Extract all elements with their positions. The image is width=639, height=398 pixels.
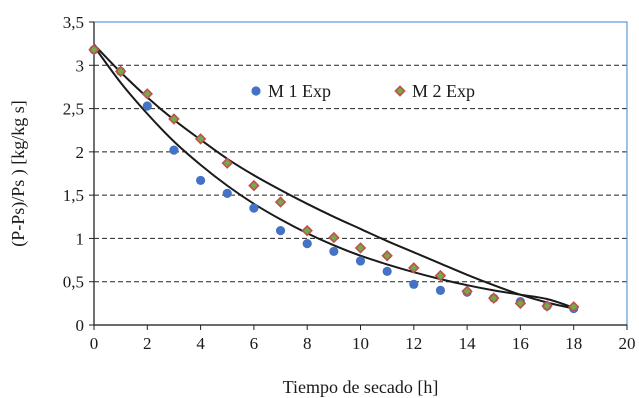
fit-curve-1 (93, 45, 575, 309)
x-tick-label: 0 (90, 334, 99, 353)
x-tick-label: 6 (250, 334, 259, 353)
x-tick-label: 12 (405, 334, 422, 353)
data-point-series-2 (88, 43, 100, 56)
legend-marker-2 (394, 85, 406, 97)
y-tick-label: 1,5 (63, 186, 84, 205)
data-point-series-2 (168, 113, 180, 125)
x-tick-label: 10 (352, 334, 369, 353)
data-point-series-2 (488, 292, 500, 304)
x-tick-label: 16 (512, 334, 529, 353)
legend-label-2: M 2 Exp (412, 81, 475, 101)
data-point-series-2 (274, 196, 287, 208)
data-point-series-1 (435, 285, 446, 295)
data-point-series-2 (354, 242, 367, 254)
data-point-series-2 (408, 262, 420, 274)
plot-area-border (93, 21, 628, 326)
y-axis-title: (P-Ps)/Ps ) [kg/kg s] (8, 100, 29, 247)
y-tick-label: 3,5 (63, 13, 84, 32)
y-tick-label: 0 (76, 316, 85, 335)
data-point-series-1 (409, 279, 419, 289)
y-tick-label: 1 (76, 229, 85, 248)
data-point-series-1 (275, 226, 286, 236)
data-point-series-2 (248, 179, 260, 192)
x-axis-title: Tiempo de secado [h] (283, 377, 439, 397)
data-point-series-2 (381, 250, 393, 262)
data-point-series-2 (567, 301, 580, 313)
x-tick-label: 8 (303, 334, 312, 353)
data-point-series-1 (222, 188, 232, 199)
data-point-series-2 (328, 231, 340, 244)
y-tick-label: 2,5 (63, 100, 84, 119)
data-point-series-1 (169, 145, 179, 155)
tick-labels: 0 2 4 6 8 10 12 14 16 18 20 0 0,5 1 1,5 2 2,5 3 3,5 (63, 13, 636, 353)
data-point-series-1 (382, 266, 392, 276)
data-point-series-2 (301, 224, 313, 237)
data-point-series-2 (514, 297, 527, 310)
legend-label-1: M 1 Exp (268, 81, 331, 101)
axes (89, 21, 628, 330)
data-points (88, 43, 580, 314)
legend: M 1 Exp M 2 Exp (251, 81, 475, 101)
y-tick-label: 2 (76, 143, 85, 162)
data-point-series-1 (355, 256, 366, 266)
data-point-series-2 (434, 269, 447, 282)
fit-curve-2 (93, 43, 574, 310)
data-point-series-1 (142, 101, 152, 111)
fit-curves (93, 43, 575, 310)
y-tick-label: 3 (76, 56, 85, 75)
legend-marker-1 (251, 86, 261, 96)
data-point-series-1 (302, 239, 312, 249)
x-tick-label: 14 (459, 334, 477, 353)
data-point-series-2 (461, 285, 473, 297)
x-tick-label: 20 (619, 334, 636, 353)
x-tick-label: 18 (565, 334, 582, 353)
x-tick-label: 2 (143, 334, 152, 353)
x-tick-label: 4 (196, 334, 205, 353)
data-point-series-2 (541, 300, 553, 312)
data-point-series-2 (221, 157, 233, 169)
data-point-series-2 (114, 65, 127, 78)
y-tick-label: 0,5 (63, 273, 84, 292)
data-point-series-2 (141, 88, 154, 100)
data-point-series-1 (329, 246, 339, 257)
data-point-series-1 (249, 203, 259, 213)
gridlines (94, 64, 627, 283)
data-point-series-2 (194, 133, 207, 145)
data-point-series-1 (196, 175, 206, 186)
